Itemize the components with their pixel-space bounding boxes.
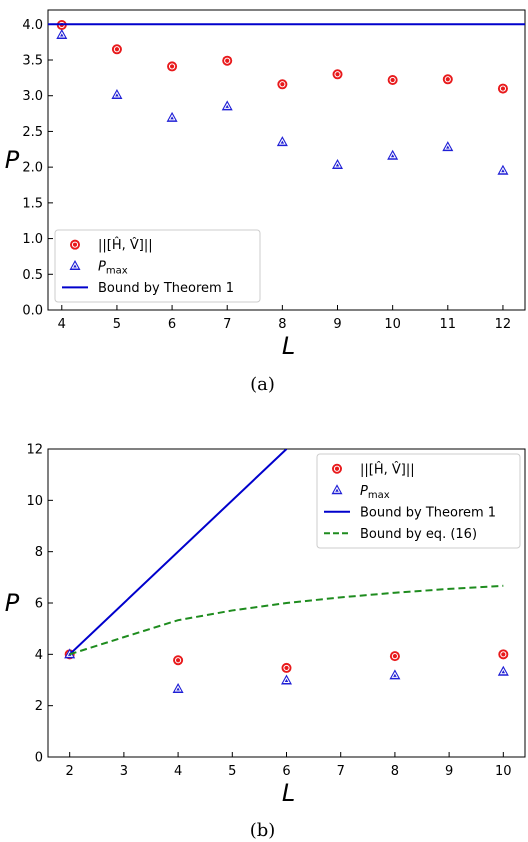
y-tick-label: 3.5 xyxy=(22,54,43,69)
pmax-point xyxy=(387,149,399,160)
x-tick-label: 6 xyxy=(282,764,290,779)
chart-a: 4 5 6 7 8 9 10 11 12 0.0 0.5 1.0 1.5 2.0 2.5 3.0 3.5 4.0 L… xyxy=(5,9,526,395)
series-0 xyxy=(64,649,509,673)
series-0 xyxy=(56,20,508,94)
legend-label: Bound by Theorem 1 xyxy=(360,505,496,520)
bound-theorem1-line xyxy=(68,449,288,656)
commutator-point xyxy=(497,83,508,94)
commutator-point xyxy=(173,655,184,666)
legend-circle-swatch xyxy=(70,239,80,250)
pmax-point xyxy=(276,136,288,147)
y-tick-label: 0.0 xyxy=(22,304,43,319)
legend-label: Pmax xyxy=(360,484,390,501)
y-axis-label: P xyxy=(5,146,20,174)
y-tick-label: 8 xyxy=(35,545,43,560)
pmax-point xyxy=(281,674,292,685)
pmax-point xyxy=(497,665,509,676)
y-tick-label: 2.0 xyxy=(22,161,43,176)
commutator-point xyxy=(332,69,343,80)
y-tick-label: 3.0 xyxy=(22,89,43,104)
bound-eq16-line xyxy=(69,584,504,656)
legend-box xyxy=(54,229,261,303)
commutator-point xyxy=(222,55,233,66)
legend-box xyxy=(316,453,521,549)
commutator-point xyxy=(389,651,400,662)
x-tick-label: 9 xyxy=(333,317,341,332)
commutator-point xyxy=(167,61,178,72)
legend: ||[Ĥ, V̂]|| Pmax Bound by Theorem 1 Bound b… xyxy=(316,453,521,549)
pmax-point xyxy=(172,682,184,693)
legend-label: Pmax xyxy=(98,260,128,277)
y-tick-label: 2.5 xyxy=(22,125,43,140)
y-tick-label: 10 xyxy=(26,494,43,509)
series-3 xyxy=(69,584,504,656)
x-tick-label: 8 xyxy=(391,764,399,779)
pmax-point xyxy=(56,29,68,39)
series-2 xyxy=(68,449,288,656)
x-axis-label: L xyxy=(282,779,295,807)
x-axis-label: L xyxy=(282,332,295,360)
commutator-point xyxy=(498,649,509,660)
x-tick-label: 12 xyxy=(495,317,512,332)
y-tick-label: 1.5 xyxy=(22,196,43,211)
x-tick-label: 3 xyxy=(120,764,128,779)
x-tick-label: 2 xyxy=(66,764,74,779)
x-tick-label: 9 xyxy=(445,764,453,779)
y-axis-label: P xyxy=(5,589,20,617)
x-tick-label: 10 xyxy=(495,764,512,779)
legend-label: ||[Ĥ, V̂]|| xyxy=(98,237,153,253)
y-tick-label: 0.5 xyxy=(22,268,43,283)
pmax-point xyxy=(111,89,123,99)
x-tick-label: 7 xyxy=(337,764,345,779)
figure-caption: (b) xyxy=(250,820,276,841)
commutator-point xyxy=(277,79,288,90)
x-tick-label: 5 xyxy=(113,317,121,332)
commutator-point xyxy=(111,44,122,55)
pmax-point xyxy=(221,100,233,111)
legend: ||[Ĥ, V̂]|| Pmax Bound by Theorem 1 xyxy=(54,229,261,303)
y-tick-label: 1.0 xyxy=(22,232,43,247)
y-tick-label: 12 xyxy=(26,443,43,458)
y-tick-label: 0 xyxy=(35,751,43,766)
x-tick-label: 5 xyxy=(228,764,236,779)
pmax-point xyxy=(332,159,344,169)
x-tick-label: 4 xyxy=(174,764,182,779)
x-tick-label: 6 xyxy=(168,317,176,332)
commutator-point xyxy=(281,662,292,673)
series-1 xyxy=(56,29,509,175)
commutator-point xyxy=(387,75,398,85)
plot-frame xyxy=(47,9,526,311)
figure-caption: (a) xyxy=(250,374,275,395)
legend-circle-swatch xyxy=(332,463,342,474)
pmax-point xyxy=(389,669,401,680)
y-tick-label: 2 xyxy=(35,699,43,714)
commutator-point xyxy=(442,74,453,85)
legend-label: Bound by eq. (16) xyxy=(360,527,477,542)
x-tick-label: 7 xyxy=(223,317,231,332)
chart-b: 2 3 4 5 6 7 8 9 10 0 2 4 6 8 10 12 L P ||[Ĥ, V̂]|| Pmax Boun… xyxy=(5,443,526,841)
pmax-point xyxy=(442,141,454,152)
pmax-point xyxy=(166,111,178,122)
pmax-point xyxy=(497,164,509,175)
legend-label: ||[Ĥ, V̂]|| xyxy=(360,461,415,477)
x-tick-label: 4 xyxy=(58,317,66,332)
x-tick-label: 11 xyxy=(440,317,457,332)
y-tick-label: 6 xyxy=(35,597,43,612)
y-tick-label: 4.0 xyxy=(22,18,43,33)
legend-label: Bound by Theorem 1 xyxy=(98,281,234,296)
x-tick-label: 8 xyxy=(278,317,286,332)
y-tick-label: 4 xyxy=(35,648,43,663)
x-tick-label: 10 xyxy=(384,317,401,332)
